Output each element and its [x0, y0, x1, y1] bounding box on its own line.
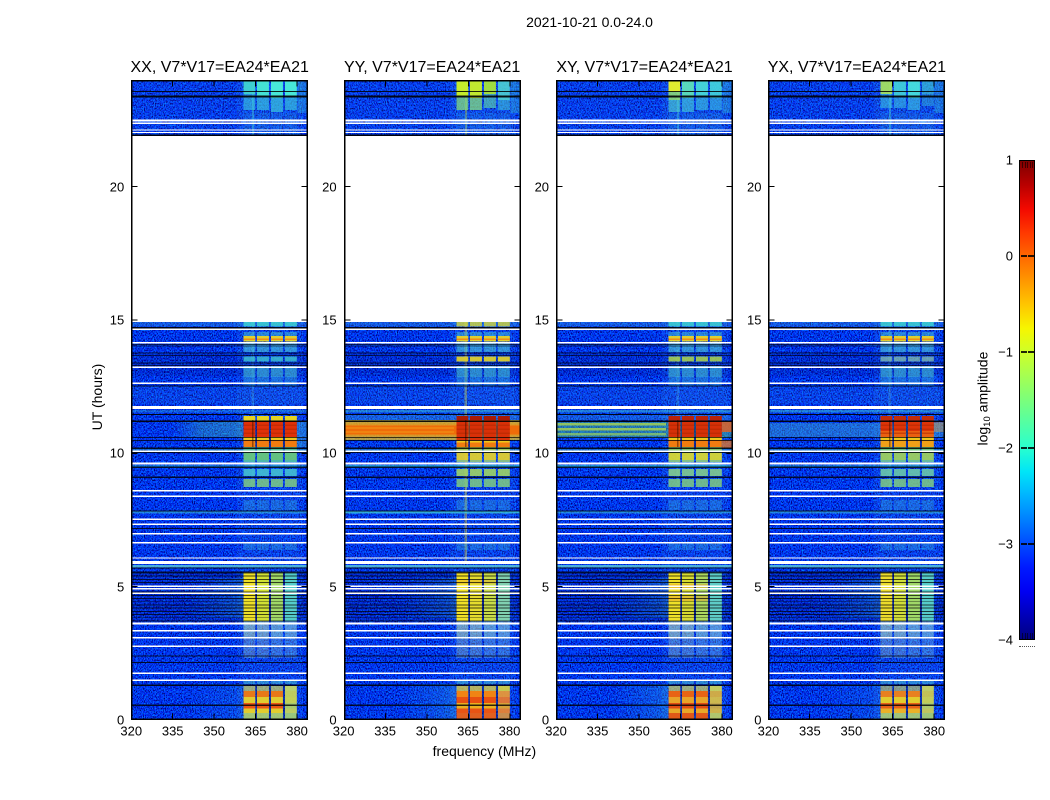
- svg-text:log10 amplitude: log10 amplitude: [975, 351, 994, 445]
